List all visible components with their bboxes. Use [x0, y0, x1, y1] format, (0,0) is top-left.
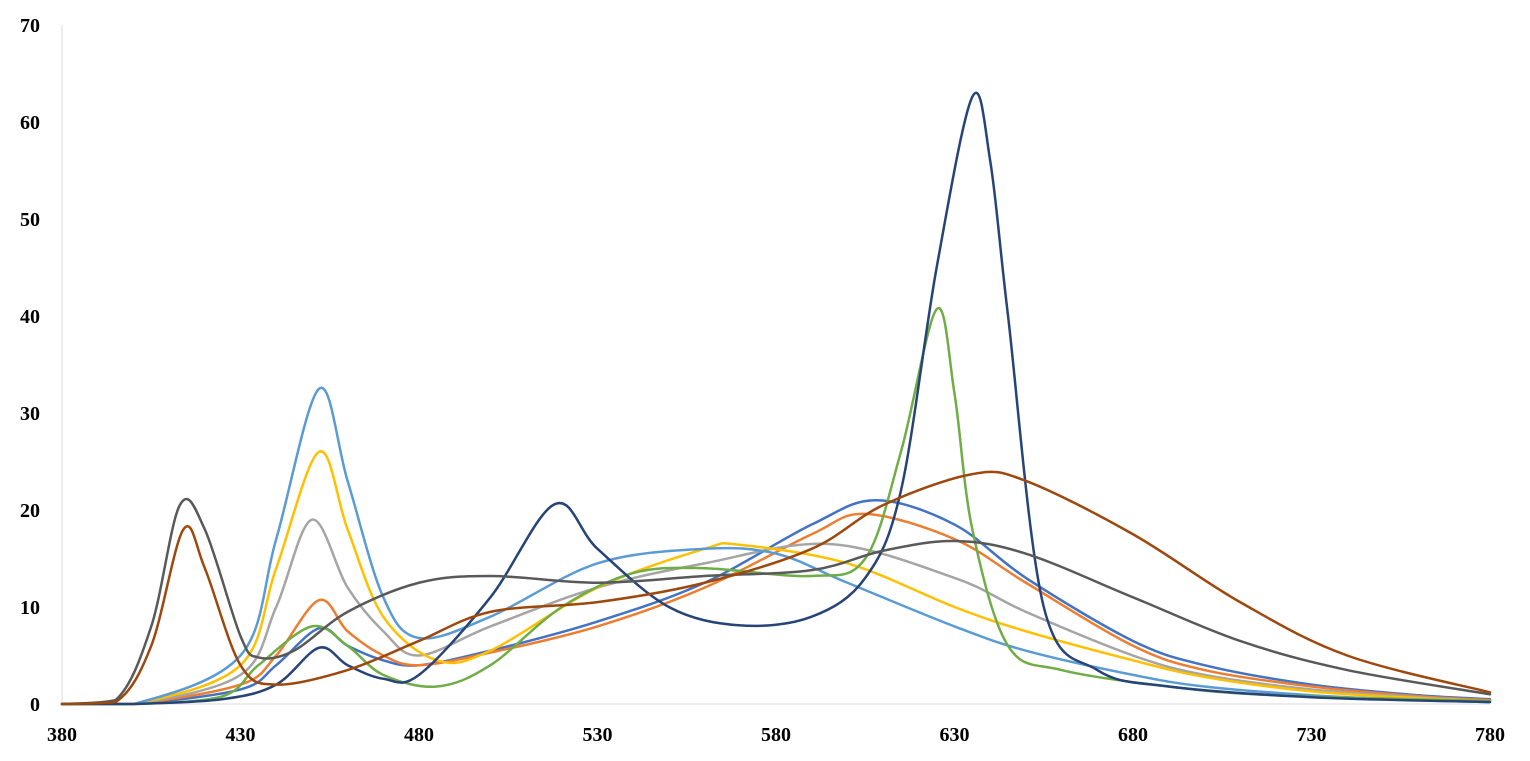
y-tick-label: 70 — [20, 15, 40, 37]
series-line-1 — [60, 499, 1492, 706]
x-tick-label: 580 — [761, 724, 791, 746]
y-tick-label: 60 — [20, 112, 40, 134]
chart-axes — [61, 25, 1490, 705]
y-tick-label: 30 — [20, 403, 40, 425]
y-tick-label: 20 — [20, 500, 40, 522]
x-tick-label: 780 — [1475, 724, 1505, 746]
y-tick-label: 0 — [30, 694, 40, 716]
series-line-5 — [60, 386, 1492, 706]
x-tick-label: 680 — [1118, 724, 1148, 746]
y-tick-label: 40 — [20, 306, 40, 328]
y-tick-label: 10 — [20, 597, 40, 619]
series-line-9 — [60, 470, 1492, 706]
x-tick-label: 730 — [1297, 724, 1327, 746]
x-tick-label: 530 — [583, 724, 613, 746]
y-tick-label: 50 — [20, 209, 40, 231]
x-tick-label: 630 — [940, 724, 970, 746]
tick-labels: 0 10 20 30 40 50 60 70 380 430 480 530 580 630 680 730 7… — [20, 15, 1505, 746]
x-tick-label: 380 — [47, 724, 77, 746]
series-layer — [60, 91, 1492, 706]
series-line-4 — [60, 450, 1492, 706]
x-tick-label: 430 — [226, 724, 256, 746]
x-tick-label: 480 — [404, 724, 434, 746]
series-line-7 — [60, 91, 1492, 706]
series-line-6 — [60, 306, 1492, 706]
series-line-8 — [60, 497, 1492, 706]
series-line-3 — [60, 518, 1492, 706]
